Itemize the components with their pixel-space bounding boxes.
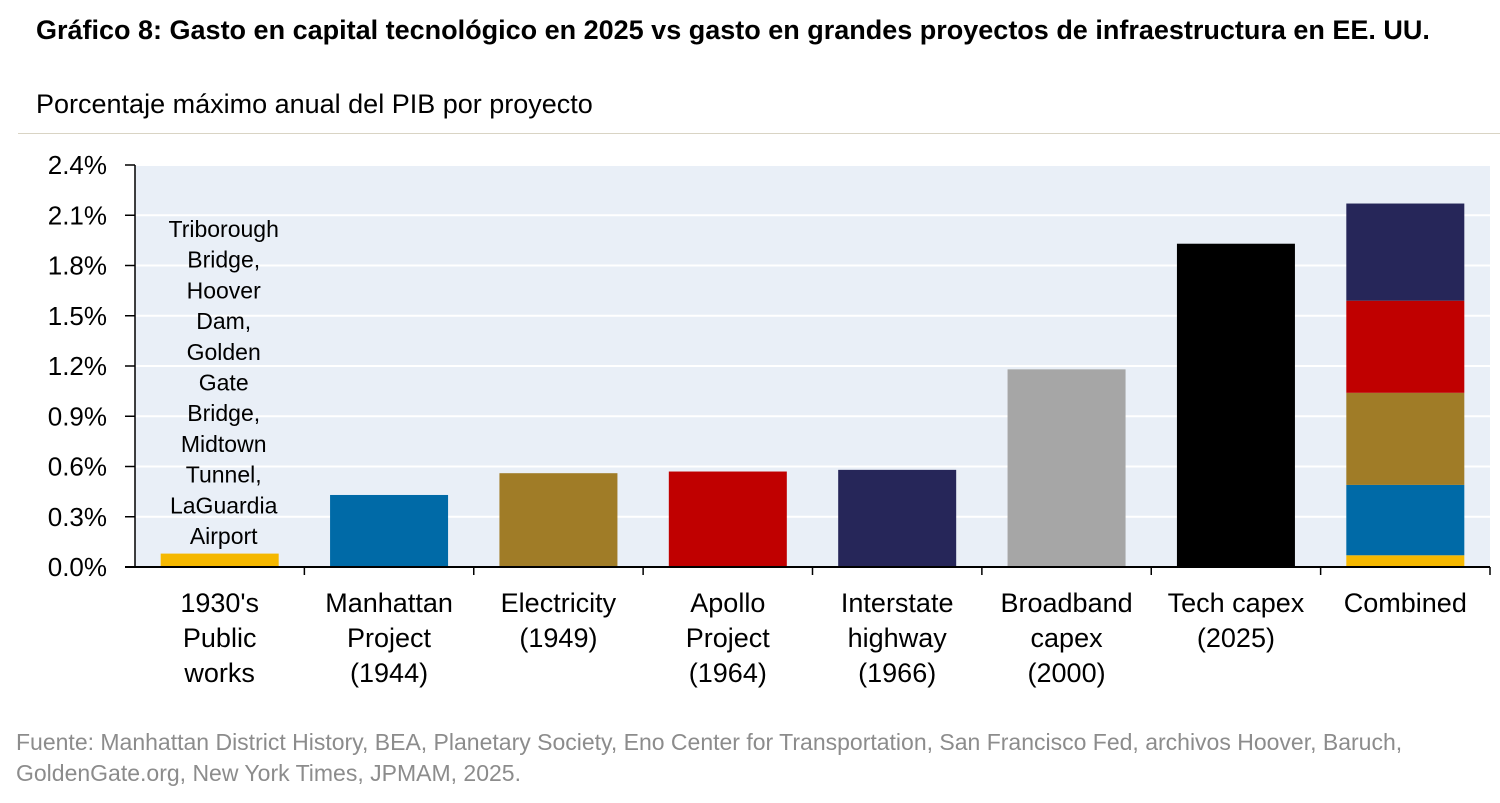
y-tick-label: 1.5%	[48, 301, 107, 331]
bar-chart: 0.0% 0.3% 0.6% 0.9% 1.2% 1.5% 1.8% 2.1% 2.4% 1930…	[48, 150, 1491, 688]
x-tick-label: 1930's Public works	[180, 588, 259, 688]
annotation-public-works: Triborough Bridge, Hoover Dam, Golden Gate Bri…	[169, 216, 279, 549]
x-tick-label: Electricity (1949)	[501, 588, 617, 653]
bar-5	[838, 469, 957, 567]
y-tick-label: 0.0%	[48, 552, 107, 582]
bar-1	[160, 553, 279, 567]
chart-subtitle: Porcentaje máximo anual del PIB por proy…	[36, 89, 593, 119]
source-note: Fuente: Manhattan District History, BEA,…	[16, 729, 1403, 786]
bar-6	[1007, 369, 1126, 567]
x-tick-label: Apollo Project (1964)	[686, 588, 771, 688]
bar-7	[1176, 243, 1295, 567]
y-tick-label: 0.3%	[48, 502, 107, 532]
combined-segment-4	[1346, 300, 1465, 393]
x-tick-label: Combined	[1344, 588, 1467, 618]
x-tick-label: Broadband capex (2000)	[1001, 588, 1133, 688]
y-tick-label: 0.9%	[48, 401, 107, 431]
header-divider	[18, 133, 1500, 134]
y-tick-label: 2.1%	[48, 200, 107, 230]
x-tick-label: Tech capex (2025)	[1168, 588, 1305, 653]
y-tick-label: 1.8%	[48, 251, 107, 281]
combined-segment-2	[1346, 484, 1465, 556]
y-tick-label: 2.4%	[48, 150, 107, 180]
bar-2	[330, 494, 449, 567]
chart-title: Gráfico 8: Gasto en capital tecnológico …	[36, 15, 1430, 45]
bar-3	[499, 473, 618, 567]
bar-4	[668, 471, 787, 567]
x-tick-label: Manhattan Project (1944)	[325, 588, 453, 688]
y-tick-label: 1.2%	[48, 351, 107, 381]
combined-segment-1	[1346, 555, 1465, 567]
x-tick-label: Interstate highway (1966)	[841, 588, 954, 688]
y-tick-label: 0.6%	[48, 452, 107, 482]
combined-segment-5	[1346, 203, 1465, 301]
combined-segment-3	[1346, 392, 1465, 485]
